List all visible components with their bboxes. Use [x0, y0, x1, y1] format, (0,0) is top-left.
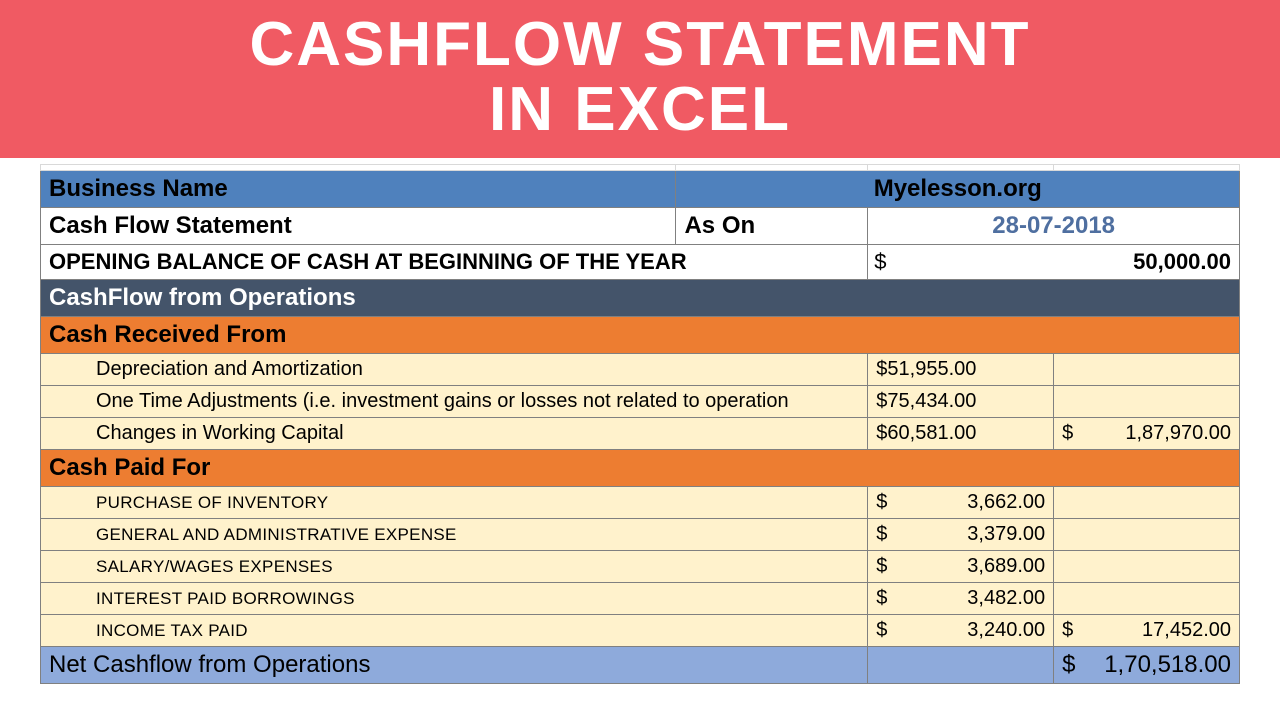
received-row: Depreciation and Amortization $51,955.00 [41, 354, 1240, 386]
paid-row: INCOME TAX PAID $3,240.00 $17,452.00 [41, 615, 1240, 647]
title-banner: CASHFLOW STATEMENT IN EXCEL [0, 0, 1280, 158]
paid-total [1054, 551, 1240, 583]
cashflow-table: Business Name Myelesson.org Cash Flow St… [40, 164, 1240, 684]
paid-label: INTEREST PAID BORROWINGS [41, 583, 868, 615]
business-name-row: Business Name Myelesson.org [41, 171, 1240, 208]
opening-currency: $ [868, 245, 1054, 280]
received-label: Changes in Working Capital [41, 418, 868, 450]
paid-label: INCOME TAX PAID [41, 615, 868, 647]
paid-amount: $3,240.00 [868, 615, 1054, 647]
banner-line1: CASHFLOW STATEMENT [0, 12, 1280, 77]
paid-total [1054, 487, 1240, 519]
paid-row: PURCHASE OF INVENTORY $3,662.00 [41, 487, 1240, 519]
paid-label: PURCHASE OF INVENTORY [41, 487, 868, 519]
paid-amount: $3,482.00 [868, 583, 1054, 615]
business-value: Myelesson.org [676, 171, 1240, 208]
opening-balance-row: OPENING BALANCE OF CASH AT BEGINNING OF … [41, 245, 1240, 280]
received-total: $ 1,87,970.00 [1054, 418, 1240, 450]
spreadsheet-area: Business Name Myelesson.org Cash Flow St… [0, 158, 1280, 684]
received-amount: $60,581.00 [868, 418, 1054, 450]
paid-amount: $3,379.00 [868, 519, 1054, 551]
paid-row: GENERAL AND ADMINISTRATIVE EXPENSE $3,37… [41, 519, 1240, 551]
net-amount-blank [868, 647, 1054, 684]
title-row: Cash Flow Statement As On 28-07-2018 [41, 208, 1240, 245]
opening-amount: 50,000.00 [1054, 245, 1240, 280]
operations-section-header: CashFlow from Operations [41, 280, 1240, 317]
paid-amount: $3,689.00 [868, 551, 1054, 583]
paid-row: INTEREST PAID BORROWINGS $3,482.00 [41, 583, 1240, 615]
opening-label: OPENING BALANCE OF CASH AT BEGINNING OF … [41, 245, 868, 280]
received-row: One Time Adjustments (i.e. investment ga… [41, 386, 1240, 418]
business-label: Business Name [41, 171, 676, 208]
received-label: Depreciation and Amortization [41, 354, 868, 386]
operations-header-label: CashFlow from Operations [41, 280, 1240, 317]
statement-date: 28-07-2018 [868, 208, 1240, 245]
received-amount: $75,434.00 [868, 386, 1054, 418]
net-label: Net Cashflow from Operations [41, 647, 868, 684]
net-cashflow-row: Net Cashflow from Operations $1,70,518.0… [41, 647, 1240, 684]
received-amount: $51,955.00 [868, 354, 1054, 386]
cash-paid-label: Cash Paid For [41, 450, 1240, 487]
received-row: Changes in Working Capital $60,581.00 $ … [41, 418, 1240, 450]
paid-amount: $3,662.00 [868, 487, 1054, 519]
statement-title: Cash Flow Statement [41, 208, 676, 245]
paid-row: SALARY/WAGES EXPENSES $3,689.00 [41, 551, 1240, 583]
received-total [1054, 354, 1240, 386]
paid-total [1054, 519, 1240, 551]
paid-total [1054, 583, 1240, 615]
received-total [1054, 386, 1240, 418]
as-on-label: As On [676, 208, 868, 245]
received-label: One Time Adjustments (i.e. investment ga… [41, 386, 868, 418]
paid-total: $17,452.00 [1054, 615, 1240, 647]
cash-received-header: Cash Received From [41, 317, 1240, 354]
paid-label: GENERAL AND ADMINISTRATIVE EXPENSE [41, 519, 868, 551]
net-total: $1,70,518.00 [1054, 647, 1240, 684]
cash-received-label: Cash Received From [41, 317, 1240, 354]
cash-paid-header: Cash Paid For [41, 450, 1240, 487]
banner-line2: IN EXCEL [0, 77, 1280, 142]
paid-label: SALARY/WAGES EXPENSES [41, 551, 868, 583]
